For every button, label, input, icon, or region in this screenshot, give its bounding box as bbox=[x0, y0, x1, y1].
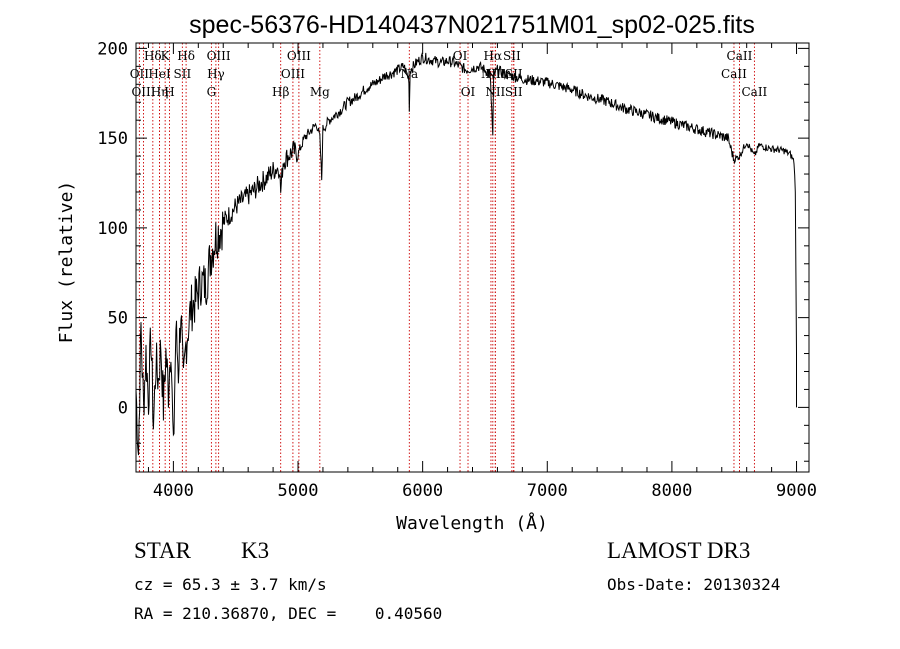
x-axis-label: Wavelength (Å) bbox=[396, 512, 548, 534]
marker-label: Hδ bbox=[144, 49, 162, 63]
marker-label: OI bbox=[461, 85, 476, 99]
x-tick-label: 9000 bbox=[776, 481, 817, 501]
marker-label: Hα bbox=[484, 49, 503, 63]
plot-frame bbox=[135, 42, 810, 473]
marker-label: Mg bbox=[310, 85, 330, 99]
axes: 4000 5000 6000 7000 8000 9000 0 50 100 150 200 bbox=[97, 39, 817, 501]
marker-label: Na bbox=[400, 67, 418, 81]
marker-label: OI bbox=[453, 49, 468, 63]
y-tick-label: 200 bbox=[97, 39, 128, 59]
emission-line-markers bbox=[138, 43, 755, 472]
marker-label: Hδ bbox=[177, 49, 195, 63]
marker-label: NII bbox=[485, 85, 505, 99]
plot-area bbox=[135, 52, 797, 456]
marker-label: CaII bbox=[727, 49, 753, 63]
marker-label: Hγ bbox=[207, 67, 225, 81]
marker-label: SII bbox=[174, 67, 192, 81]
marker-label: H bbox=[164, 85, 174, 99]
subclass: K3 bbox=[241, 538, 270, 563]
marker-label: OII bbox=[130, 67, 150, 81]
spectrum-line bbox=[135, 52, 797, 456]
x-tick-label: 6000 bbox=[402, 481, 443, 501]
marker-label: CaII bbox=[721, 67, 747, 81]
marker-label: Hβ bbox=[272, 85, 289, 99]
marker-label: CaII bbox=[741, 85, 767, 99]
marker-label: OIII bbox=[207, 49, 231, 63]
marker-label: OIII bbox=[131, 85, 155, 99]
line-marker-labels: Hδ OII OIII K HeI HηH Hδ SII OIII Hγ G OIII OIII Hβ Mg… bbox=[130, 49, 768, 99]
y-tick-label: 0 bbox=[118, 398, 128, 418]
y-tick-label: 150 bbox=[97, 129, 128, 149]
redshift-readout: cz = 65.3 ± 3.7 km/s bbox=[134, 575, 327, 594]
marker-label: Hη bbox=[151, 85, 169, 99]
chart-title: spec-56376-HD140437N021751M01_sp02-025.f… bbox=[189, 11, 755, 39]
y-axis-label: Flux (relative) bbox=[56, 181, 77, 344]
coordinates-readout: RA = 210.36870, DEC = 0.40560 bbox=[134, 604, 443, 623]
survey-name: LAMOST DR3 bbox=[607, 538, 751, 563]
y-tick-label: 100 bbox=[97, 219, 128, 239]
y-tick-label: 50 bbox=[108, 309, 128, 329]
marker-label: NII bbox=[481, 67, 501, 81]
marker-label: OIII bbox=[287, 49, 311, 63]
marker-label: OIII bbox=[281, 67, 305, 81]
x-tick-label: 7000 bbox=[527, 481, 568, 501]
marker-label: SII bbox=[503, 49, 521, 63]
obs-date: Obs-Date: 20130324 bbox=[607, 575, 781, 594]
x-tick-label: 4000 bbox=[153, 481, 194, 501]
marker-label: K bbox=[161, 49, 171, 63]
x-tick-label: 5000 bbox=[278, 481, 319, 501]
marker-label: G bbox=[207, 85, 217, 99]
object-class: STAR bbox=[134, 538, 191, 563]
marker-label: HeI bbox=[148, 67, 171, 81]
marker-label: SII bbox=[505, 85, 523, 99]
x-tick-label: 8000 bbox=[651, 481, 692, 501]
